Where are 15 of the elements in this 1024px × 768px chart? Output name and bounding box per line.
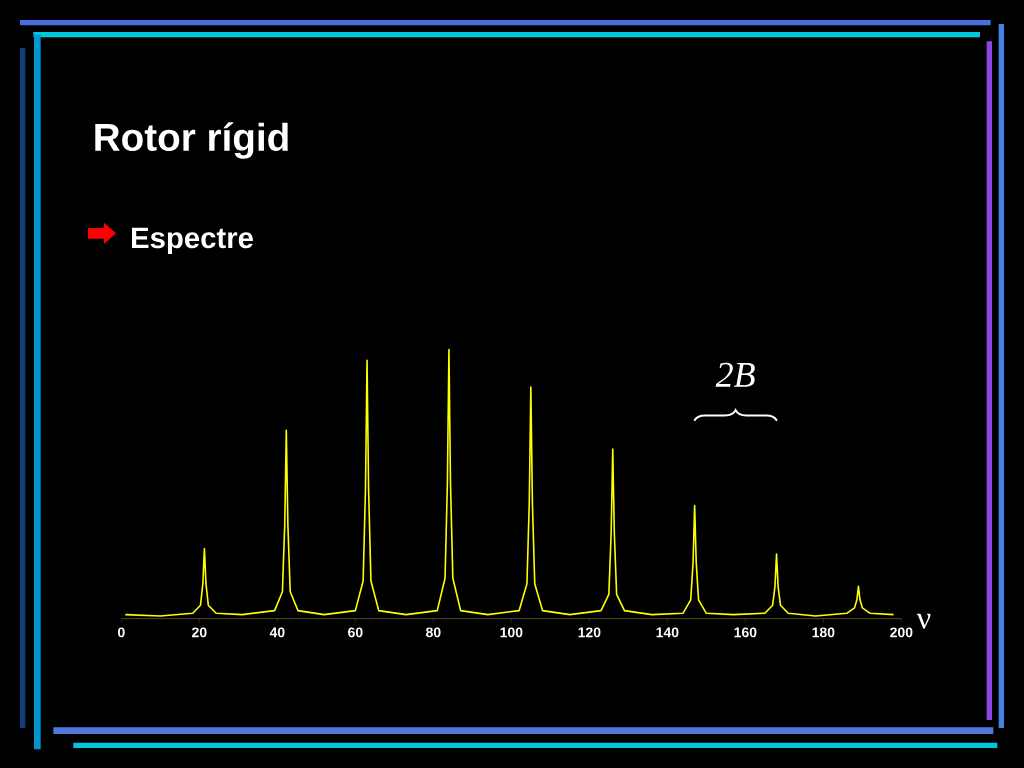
- x-tick-label: 140: [656, 627, 679, 638]
- x-tick-label: 180: [812, 627, 835, 638]
- x-tick-label: 0: [117, 627, 125, 638]
- x-tick-label: 160: [734, 627, 757, 638]
- x-tick-label: 20: [192, 627, 207, 638]
- x-tick-label: 100: [500, 627, 523, 638]
- x-axis-title: ν: [916, 613, 931, 629]
- x-tick-label: 60: [348, 627, 363, 638]
- annotation: 2B: [715, 362, 755, 387]
- chart-title: Rotor rígid: [95, 122, 288, 159]
- chart-subtitle: Espectre: [132, 227, 253, 255]
- x-tick-label: 40: [269, 627, 285, 638]
- x-tick-label: 80: [425, 627, 441, 638]
- x-tick-label: 200: [890, 627, 913, 638]
- x-tick-label: 120: [578, 627, 601, 638]
